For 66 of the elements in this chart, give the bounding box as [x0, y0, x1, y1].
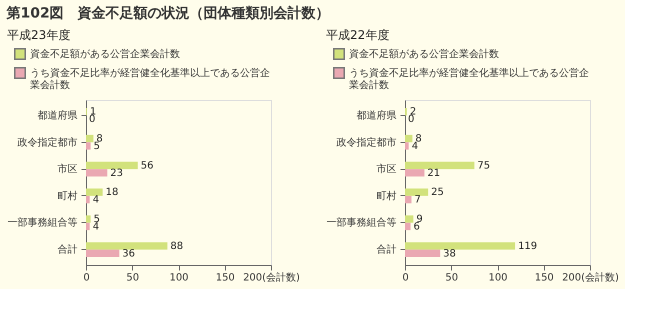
legend-label: 資金不足額がある公営企業会計数 [349, 48, 499, 60]
bar [405, 134, 412, 142]
bar [405, 222, 411, 230]
bar [405, 162, 474, 170]
legend-label: うち資金不足比率が経営健全化基準以上である公営企業会計数 [30, 67, 270, 91]
y-tick-label: 市区 [376, 163, 396, 176]
data-label: 88 [170, 240, 184, 252]
data-label: 25 [431, 187, 444, 198]
x-tick-label: 0 [402, 272, 409, 284]
text: 第102図 資金不足額の状況（団体種類別会計数） [6, 4, 330, 22]
data-label: 6 [414, 221, 420, 232]
legend-label: うち資金不足比率が経営健全化基準以上である公営企業会計数 [349, 67, 589, 91]
bar [405, 169, 424, 176]
bar [86, 196, 90, 204]
y-tick-label: 都道府県 [356, 109, 396, 122]
bar [405, 142, 409, 150]
bar [86, 250, 120, 257]
y-tick-label: 都道府県 [38, 109, 78, 122]
data-label: 0 [89, 114, 96, 126]
data-label: 0 [408, 114, 414, 126]
data-label: 56 [140, 160, 154, 172]
bar [405, 188, 428, 196]
bar [86, 142, 91, 150]
data-label: 75 [477, 160, 490, 172]
bar [405, 215, 414, 223]
bar [86, 242, 168, 250]
bar [86, 188, 103, 196]
data-label: 23 [110, 168, 124, 179]
y-tick-label: 一部事務組合等 [326, 216, 396, 229]
y-tick-label: 市区 [58, 163, 78, 176]
x-tick-label: 150 [216, 272, 235, 284]
y-tick-label: 政令指定都市 [18, 136, 78, 148]
bar [405, 196, 412, 204]
x-tick-label: 200(会計数) [243, 272, 300, 284]
y-tick-label: 町村 [58, 190, 78, 202]
y-tick-label: 町村 [376, 190, 396, 202]
bar [405, 242, 516, 250]
x-tick-label: 200(会計数) [562, 272, 620, 284]
x-tick-label: 0 [83, 272, 90, 284]
data-label: 21 [427, 168, 440, 179]
data-label: 4 [92, 221, 100, 232]
y-tick-label: 一部事務組合等 [8, 216, 78, 229]
data-label: 119 [518, 240, 538, 252]
bar [86, 169, 108, 176]
data-label: 36 [122, 248, 136, 260]
y-tick-label: 合計 [376, 244, 396, 256]
y-tick-label: 合計 [58, 244, 78, 256]
data-label: 5 [94, 140, 100, 152]
bar [86, 134, 94, 142]
chart-title: 平成23年度 [7, 28, 70, 42]
bar [86, 222, 90, 230]
x-tick-label: 150 [534, 272, 554, 284]
bar [405, 250, 440, 257]
x-tick-label: 100 [169, 272, 189, 284]
x-tick-label: 50 [126, 272, 140, 284]
bar [86, 162, 138, 170]
data-label: 7 [414, 194, 421, 206]
legend-label: 資金不足額がある公営企業会計数 [30, 48, 180, 60]
data-label: 38 [443, 248, 456, 260]
chart-title: 平成22年度 [326, 28, 390, 42]
data-label: 4 [92, 194, 100, 206]
bar [86, 215, 91, 223]
y-tick-label: 政令指定都市 [336, 136, 396, 148]
data-label: 18 [106, 187, 118, 198]
x-tick-label: 50 [445, 272, 458, 284]
x-tick-label: 100 [488, 272, 508, 284]
